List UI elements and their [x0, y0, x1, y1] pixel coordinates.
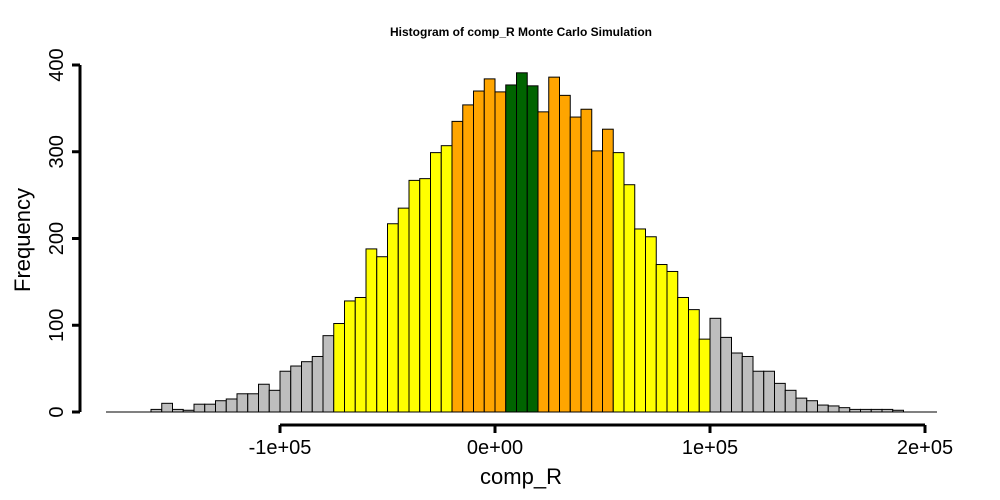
histogram-bar — [634, 228, 646, 413]
histogram-bar — [473, 90, 485, 413]
histogram-bar — [612, 152, 625, 413]
histogram-bar — [559, 94, 571, 413]
y-tick-label: 100 — [46, 309, 68, 342]
histogram-bar — [838, 407, 851, 413]
histogram-bar — [741, 355, 754, 413]
histogram-bar — [752, 370, 765, 413]
histogram-bars — [150, 72, 904, 413]
histogram-bar — [526, 85, 539, 413]
histogram-bar — [365, 248, 378, 413]
histogram-bar — [483, 78, 496, 413]
histogram-bar — [408, 179, 421, 413]
histogram-bar — [817, 404, 829, 413]
histogram-bar — [677, 296, 689, 413]
histogram-bar — [548, 76, 560, 413]
histogram-bar — [430, 152, 442, 413]
histogram-bar — [247, 393, 259, 413]
x-tick-label: -1e+05 — [249, 437, 312, 459]
histogram-bar — [225, 398, 238, 413]
histogram-bar — [268, 389, 281, 413]
histogram-bar — [311, 355, 324, 413]
x-axis: -1e+05 0e+00 1e+05 2e+05 — [249, 423, 953, 459]
histogram-bar — [376, 256, 388, 413]
histogram-bar — [795, 397, 808, 413]
histogram-bar — [419, 178, 431, 413]
histogram-bar — [279, 370, 292, 413]
x-tick-label: 0e+00 — [467, 437, 523, 459]
histogram-bar — [784, 389, 797, 413]
histogram-bar — [623, 184, 636, 413]
histogram-bar — [580, 108, 593, 413]
histogram-bar — [698, 338, 711, 413]
histogram-bar — [387, 223, 399, 413]
chart-title: Histogram of comp_R Monte Carlo Simulati… — [390, 25, 652, 39]
y-axis: 0 100 200 300 400 — [46, 48, 82, 418]
histogram-bar — [516, 72, 528, 413]
histogram-bar — [322, 335, 335, 413]
histogram-bar — [301, 361, 313, 413]
histogram-bar — [354, 296, 367, 413]
histogram-bar — [688, 309, 700, 413]
histogram-bar — [258, 383, 270, 413]
histogram-bar — [645, 236, 657, 413]
histogram-bar — [591, 150, 603, 413]
histogram-bar — [774, 382, 786, 413]
histogram-bar — [451, 120, 464, 413]
histogram-bar — [193, 403, 206, 413]
x-axis-title: comp_R — [480, 464, 562, 489]
histogram-bar — [215, 400, 227, 413]
histogram-bar — [537, 111, 550, 413]
histogram-bar — [462, 104, 474, 413]
histogram-bar — [290, 365, 302, 413]
x-tick-label: 1e+05 — [682, 437, 738, 459]
histogram-bar — [505, 84, 517, 413]
histogram-bar — [397, 207, 410, 413]
y-axis-title: Frequency — [10, 188, 35, 292]
histogram-bar — [333, 323, 345, 413]
histogram-bar — [494, 91, 507, 413]
x-tick-label: 2e+05 — [897, 437, 953, 459]
y-tick-label: 0 — [46, 406, 68, 417]
histogram-bar — [236, 393, 249, 413]
histogram-bar — [344, 300, 356, 413]
y-tick-label: 200 — [46, 222, 68, 255]
histogram-bar — [806, 400, 818, 413]
histogram-bar — [731, 352, 743, 413]
histogram-bar — [569, 116, 582, 413]
histogram-bar — [655, 264, 668, 413]
histogram-bar — [602, 128, 614, 413]
histogram-bar — [440, 145, 453, 413]
histogram-bar — [666, 270, 679, 413]
histogram-bar — [709, 317, 722, 413]
histogram-bar — [204, 403, 216, 413]
histogram-bar — [720, 336, 732, 413]
histogram-bar — [161, 402, 173, 413]
y-tick-label: 300 — [46, 135, 68, 168]
y-tick-label: 400 — [46, 48, 68, 81]
histogram-bar — [763, 370, 775, 413]
histogram-bar — [827, 405, 840, 413]
